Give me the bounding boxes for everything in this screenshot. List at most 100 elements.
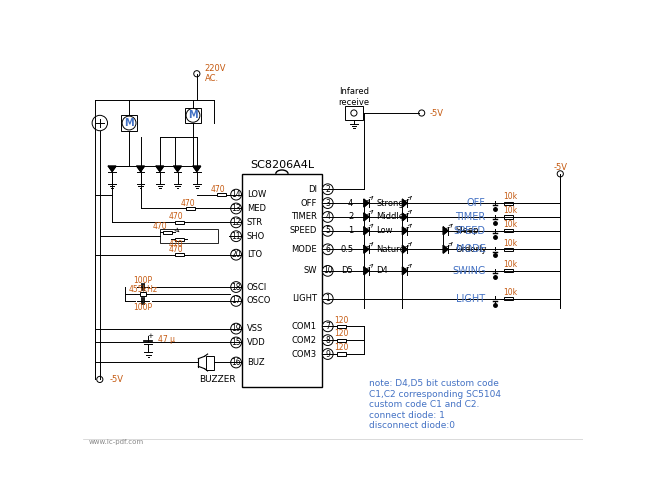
Text: 11: 11 [231, 232, 241, 241]
Text: Strong: Strong [376, 199, 404, 208]
Text: 455kHz: 455kHz [129, 285, 157, 294]
Text: 14: 14 [231, 190, 241, 199]
Polygon shape [174, 166, 181, 172]
Circle shape [322, 293, 333, 304]
Circle shape [351, 110, 357, 116]
Text: 10k: 10k [503, 239, 517, 248]
Text: 10k: 10k [503, 193, 517, 202]
Text: M: M [124, 118, 134, 128]
Circle shape [322, 198, 333, 209]
Text: 470: 470 [169, 240, 183, 249]
Text: 100P: 100P [133, 302, 153, 311]
Text: 3: 3 [325, 199, 330, 208]
Text: D4: D4 [376, 266, 388, 275]
Text: -5V: -5V [553, 163, 567, 172]
Text: 120: 120 [334, 316, 349, 325]
Text: -5V: -5V [110, 375, 124, 384]
Text: 470: 470 [180, 199, 195, 208]
Bar [217, 193, 226, 196]
Circle shape [231, 189, 242, 200]
Text: MED: MED [247, 204, 266, 213]
Polygon shape [364, 246, 369, 253]
Text: OFF: OFF [467, 198, 486, 208]
Polygon shape [402, 227, 407, 235]
Text: 18: 18 [231, 282, 241, 291]
Text: 19: 19 [231, 324, 241, 333]
Bar [185, 108, 201, 123]
Circle shape [419, 110, 424, 116]
Text: VSS: VSS [247, 324, 263, 333]
Polygon shape [443, 246, 448, 253]
Circle shape [231, 203, 242, 214]
Text: 12: 12 [231, 218, 241, 227]
Text: 0.5: 0.5 [340, 245, 353, 254]
Circle shape [231, 323, 242, 334]
Circle shape [322, 335, 333, 345]
Text: Nature: Nature [376, 245, 405, 254]
Text: 1: 1 [326, 294, 330, 303]
Text: 17: 17 [231, 296, 241, 305]
Bar [174, 253, 184, 256]
Text: Orderly: Orderly [456, 245, 487, 254]
Bar [337, 352, 346, 356]
Bar [504, 216, 514, 219]
Text: STR: STR [247, 218, 263, 227]
Polygon shape [136, 166, 144, 172]
Text: D5: D5 [341, 266, 353, 275]
Text: 2: 2 [326, 185, 330, 194]
Text: 16: 16 [231, 358, 241, 367]
Bar [337, 339, 346, 342]
Circle shape [194, 71, 200, 77]
Polygon shape [402, 213, 407, 221]
Text: OSCO: OSCO [247, 296, 271, 305]
Bar [186, 207, 195, 210]
Text: +: + [148, 333, 153, 339]
Bar [504, 248, 514, 251]
Text: OFF: OFF [300, 199, 317, 208]
Text: MODE: MODE [456, 245, 486, 254]
Circle shape [231, 281, 242, 292]
Polygon shape [364, 227, 369, 235]
Text: LIGHT: LIGHT [292, 294, 317, 303]
Text: Middle: Middle [376, 213, 404, 222]
Circle shape [322, 212, 333, 223]
Bar [140, 291, 146, 296]
Circle shape [322, 184, 333, 195]
Circle shape [322, 321, 333, 332]
Circle shape [97, 376, 103, 383]
Bar [174, 221, 184, 224]
Text: M: M [188, 110, 198, 120]
Text: 470: 470 [169, 213, 183, 222]
Text: 4: 4 [348, 199, 353, 208]
Text: 10k: 10k [503, 288, 517, 297]
Bar [242, 174, 322, 387]
Text: -5V: -5V [430, 108, 443, 117]
Bar [337, 325, 346, 328]
Text: note: D4,D5 bit custom code
C1,C2 corresponding SC5104
custom code C1 and C2.
co: note: D4,D5 bit custom code C1,C2 corres… [369, 379, 501, 430]
Bar [504, 202, 514, 205]
Text: SHO: SHO [247, 232, 265, 241]
Text: 470: 470 [211, 185, 226, 194]
Text: SC8206A4L: SC8206A4L [250, 160, 314, 170]
Text: 5: 5 [325, 227, 330, 236]
Text: BUZZER: BUZZER [200, 375, 236, 384]
Circle shape [231, 231, 242, 242]
Text: VDD: VDD [247, 338, 266, 347]
Text: 6: 6 [325, 245, 330, 254]
Circle shape [186, 108, 200, 122]
Text: 20: 20 [231, 250, 241, 259]
Circle shape [122, 116, 136, 130]
Circle shape [231, 250, 242, 260]
Text: COM3: COM3 [292, 349, 317, 358]
Polygon shape [364, 199, 369, 207]
Text: 1: 1 [348, 227, 353, 236]
Bar [504, 297, 514, 300]
Text: 470: 470 [153, 223, 167, 232]
Text: 8: 8 [326, 336, 330, 345]
Text: LIGHT: LIGHT [456, 293, 486, 303]
Text: Sleep: Sleep [456, 227, 479, 236]
Bar [504, 229, 514, 233]
Text: 4: 4 [325, 213, 330, 222]
Circle shape [557, 171, 564, 177]
Text: 100P: 100P [133, 276, 153, 285]
